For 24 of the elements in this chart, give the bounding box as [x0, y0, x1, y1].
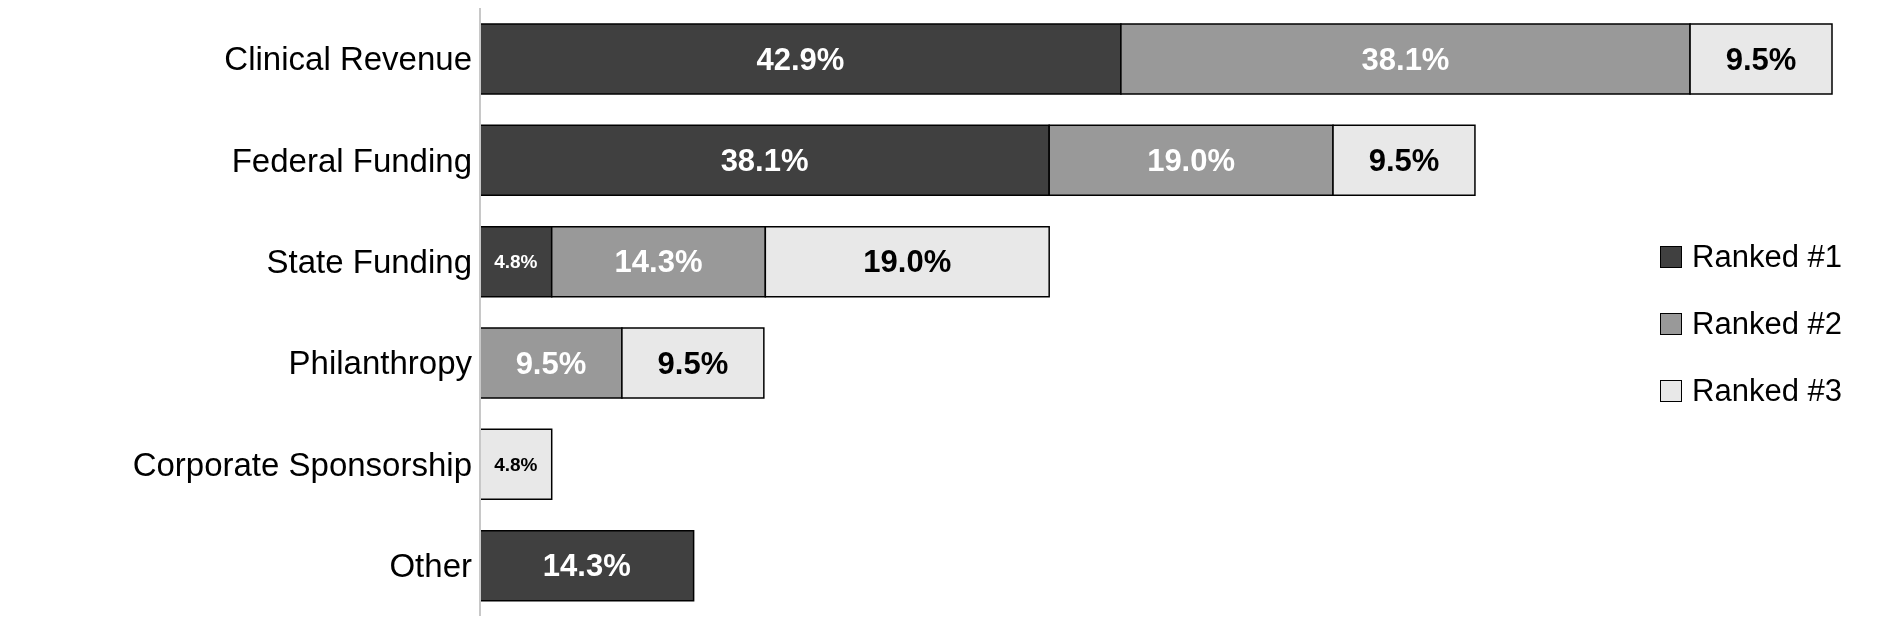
data-label: 9.5%: [1368, 142, 1440, 178]
data-label: 19.0%: [1147, 142, 1236, 178]
legend-label: Ranked #2: [1692, 305, 1842, 342]
data-label: 38.1%: [720, 142, 809, 178]
data-label: 4.8%: [494, 251, 538, 273]
y-tick-label: Other: [389, 547, 472, 585]
legend-label: Ranked #3: [1692, 372, 1842, 409]
y-tick-label: Corporate Sponsorship: [132, 445, 472, 483]
data-label: 9.5%: [1725, 41, 1797, 77]
data-label: 42.9%: [756, 41, 845, 77]
data-label: 9.5%: [657, 345, 729, 381]
bar: [479, 428, 553, 501]
data-label: 14.3%: [542, 548, 631, 584]
data-label: 38.1%: [1361, 41, 1450, 77]
data-label: 14.3%: [614, 244, 703, 280]
y-tick-label: Federal Funding: [231, 141, 472, 179]
data-label: 19.0%: [863, 244, 952, 280]
y-tick-label: State Funding: [266, 243, 472, 281]
data-label: 4.8%: [494, 453, 538, 475]
y-tick-label: Clinical Revenue: [224, 40, 472, 78]
y-tick-label: Philanthropy: [288, 344, 473, 382]
legend-label: Ranked #1: [1692, 238, 1842, 275]
bar: [479, 529, 695, 602]
data-label: 9.5%: [515, 345, 587, 381]
